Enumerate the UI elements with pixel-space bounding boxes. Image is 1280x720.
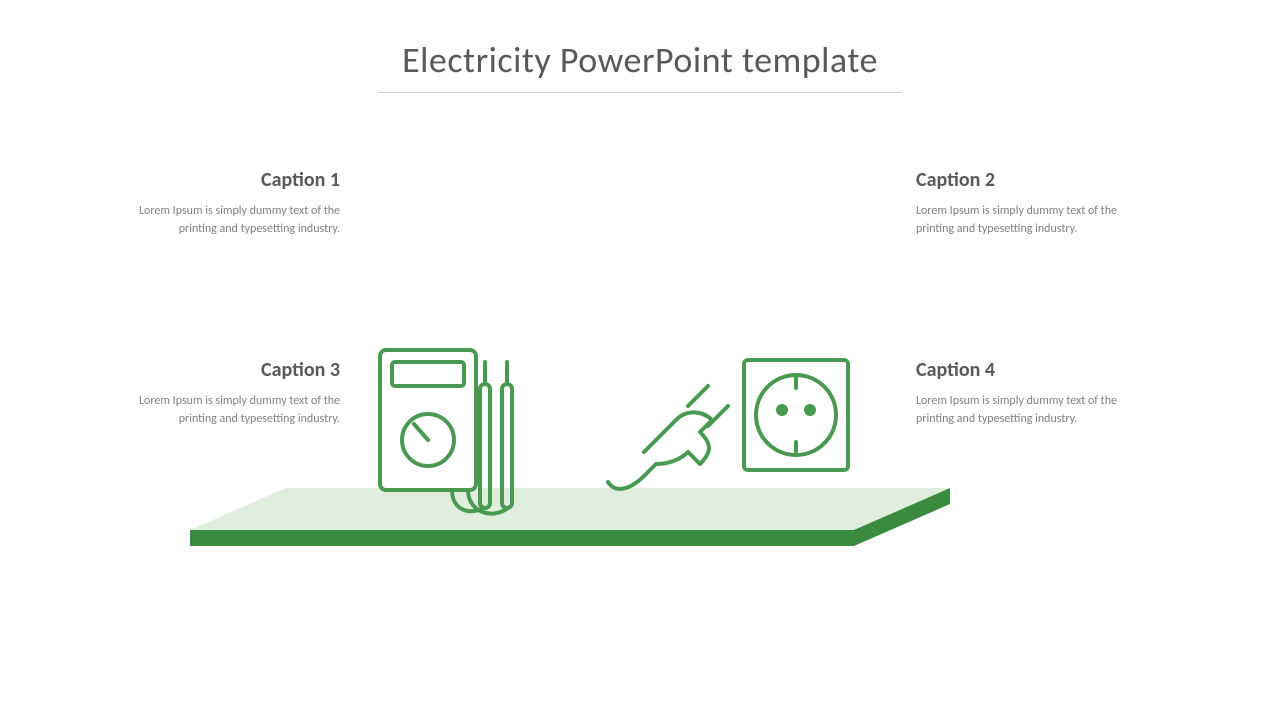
caption-body: Lorem Ipsum is simply dummy text of the … bbox=[130, 202, 340, 238]
caption-heading: Caption 2 bbox=[916, 168, 1126, 192]
caption-1: Caption 1 Lorem Ipsum is simply dummy te… bbox=[130, 168, 340, 238]
page-title: Electricity PowerPoint template bbox=[0, 38, 1280, 82]
caption-heading: Caption 4 bbox=[916, 358, 1126, 382]
caption-heading: Caption 3 bbox=[130, 358, 340, 382]
plug-socket-icon bbox=[604, 354, 854, 514]
caption-3: Caption 3 Lorem Ipsum is simply dummy te… bbox=[130, 358, 340, 428]
multimeter-icon bbox=[374, 344, 544, 524]
caption-body: Lorem Ipsum is simply dummy text of the … bbox=[916, 202, 1126, 238]
caption-heading: Caption 1 bbox=[130, 168, 340, 192]
caption-body: Lorem Ipsum is simply dummy text of the … bbox=[916, 392, 1126, 428]
caption-4: Caption 4 Lorem Ipsum is simply dummy te… bbox=[916, 358, 1126, 428]
caption-body: Lorem Ipsum is simply dummy text of the … bbox=[130, 392, 340, 428]
caption-2: Caption 2 Lorem Ipsum is simply dummy te… bbox=[916, 168, 1126, 238]
title-underline bbox=[378, 92, 902, 93]
